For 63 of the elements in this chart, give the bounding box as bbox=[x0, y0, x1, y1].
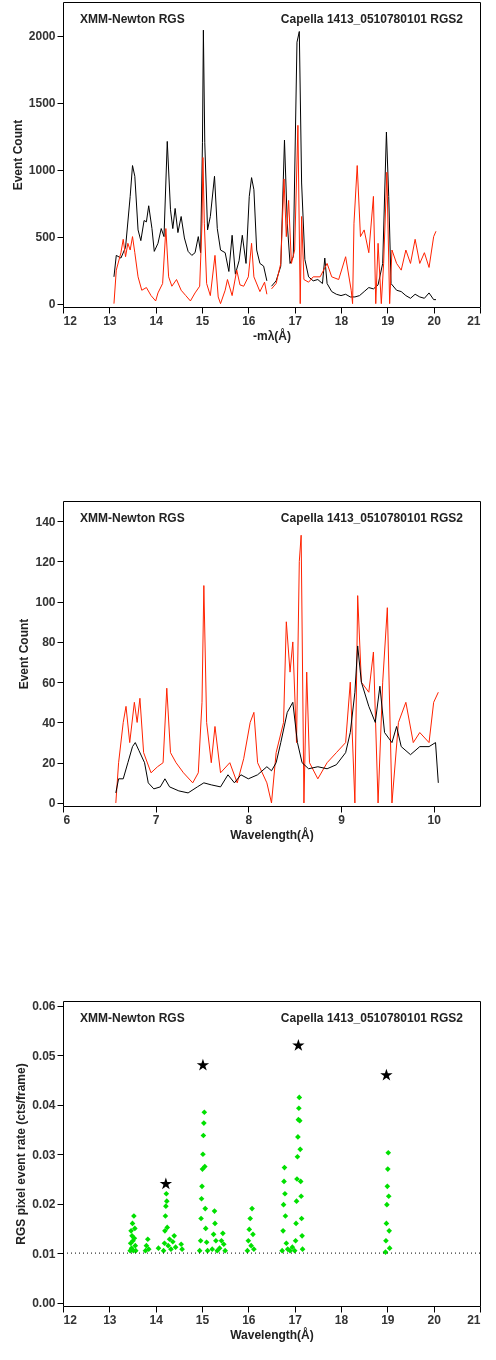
y-tick-label: 1000 bbox=[28, 163, 56, 178]
y-axis-title: RGS pixel event rate (cts/frame) bbox=[14, 1063, 29, 1245]
annotation: Capella 1413_0510780101 RGS2 bbox=[280, 511, 464, 525]
x-tick-label: 12 bbox=[63, 1312, 78, 1327]
y-tick-label: 1500 bbox=[28, 96, 56, 111]
x-tick-label: 14 bbox=[149, 313, 164, 328]
y-tick-label: 140 bbox=[35, 514, 56, 529]
x-axis-title: -mλ(Å) bbox=[253, 327, 291, 343]
x-tick-label: 17 bbox=[288, 313, 303, 328]
y-axis-title: Event Count bbox=[10, 119, 25, 191]
x-tick-label: 14 bbox=[149, 1312, 164, 1327]
x-tick-label: 9 bbox=[338, 812, 346, 827]
y-tick-label: 40 bbox=[42, 715, 56, 730]
x-tick-label: 19 bbox=[381, 313, 395, 328]
y-axis-title: Event Count bbox=[17, 618, 32, 690]
point bbox=[159, 1177, 173, 1190]
line-series bbox=[115, 645, 439, 794]
y-tick-label: 100 bbox=[35, 595, 56, 610]
y-tick-label: 80 bbox=[42, 635, 56, 650]
x-tick-label: 8 bbox=[245, 812, 253, 827]
y-tick-label: 20 bbox=[42, 756, 56, 771]
annotation: Capella 1413_0510780101 RGS2 bbox=[280, 1011, 464, 1025]
x-tick-label: 6 bbox=[63, 812, 71, 827]
point bbox=[196, 1058, 210, 1071]
x-tick-label: 10 bbox=[427, 812, 442, 827]
x-tick-label: 18 bbox=[334, 313, 349, 328]
y-tick-label: 0 bbox=[48, 796, 56, 811]
y-tick-label: 0.00 bbox=[32, 1296, 56, 1311]
x-tick-label: 20 bbox=[427, 1312, 442, 1327]
x-tick-label: 18 bbox=[334, 1312, 349, 1327]
line-series bbox=[115, 534, 439, 804]
y-tick-label: 0.02 bbox=[32, 1197, 56, 1212]
x-tick-label: 17 bbox=[288, 1312, 303, 1327]
x-tick-label: 21 bbox=[467, 1312, 481, 1327]
x-tick-label: 13 bbox=[103, 313, 117, 328]
annotation: Capella 1413_0510780101 RGS2 bbox=[280, 12, 464, 26]
x-tick-label: 13 bbox=[103, 1312, 117, 1327]
annotation: XMM-Newton RGS bbox=[80, 1011, 185, 1025]
x-tick-label: 15 bbox=[195, 1312, 210, 1327]
x-axis-title: Wavelength(Å) bbox=[230, 826, 314, 842]
x-tick-label: 7 bbox=[152, 812, 160, 827]
y-tick-label: 0.03 bbox=[32, 1147, 56, 1162]
x-tick-label: 19 bbox=[381, 1312, 395, 1327]
x-axis-title: Wavelength(Å) bbox=[230, 1326, 314, 1342]
y-tick-label: 120 bbox=[35, 554, 56, 569]
point bbox=[380, 1068, 393, 1081]
annotation: XMM-Newton RGS bbox=[80, 12, 185, 26]
x-tick-label: 12 bbox=[63, 313, 78, 328]
point bbox=[292, 1038, 305, 1051]
x-tick-label: 21 bbox=[467, 313, 481, 328]
annotation: XMM-Newton RGS bbox=[80, 511, 185, 525]
y-tick-label: 0.06 bbox=[32, 999, 56, 1014]
x-tick-label: 16 bbox=[242, 313, 256, 328]
y-tick-label: 0.04 bbox=[32, 1098, 56, 1113]
y-tick-label: 0.05 bbox=[32, 1048, 56, 1063]
y-tick-label: 2000 bbox=[28, 29, 56, 44]
y-tick-label: 500 bbox=[35, 230, 56, 245]
x-tick-label: 16 bbox=[242, 1312, 256, 1327]
y-tick-label: 0.01 bbox=[32, 1246, 56, 1261]
x-tick-label: 15 bbox=[195, 313, 210, 328]
y-tick-label: 0 bbox=[48, 297, 56, 312]
y-tick-label: 60 bbox=[42, 675, 56, 690]
x-tick-label: 20 bbox=[427, 313, 442, 328]
